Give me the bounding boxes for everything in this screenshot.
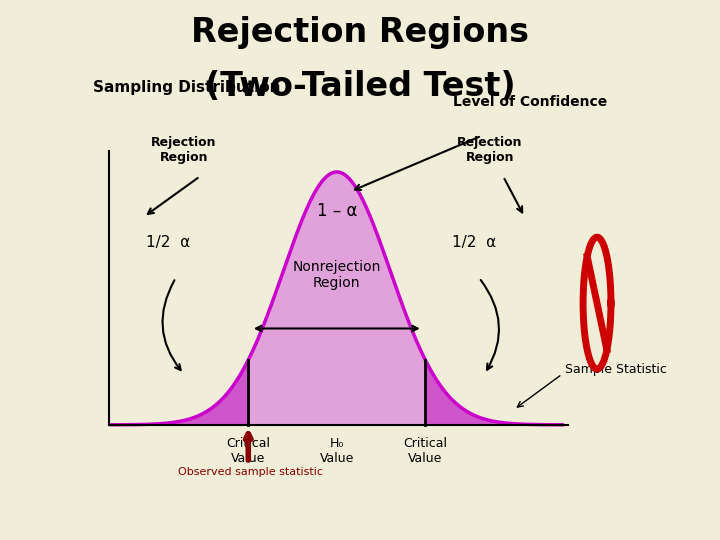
Text: Level of Confidence: Level of Confidence bbox=[453, 95, 607, 109]
Text: 1/2  α: 1/2 α bbox=[452, 235, 496, 249]
Text: Nonrejection
Region: Nonrejection Region bbox=[292, 260, 381, 290]
Text: Rejection
Region: Rejection Region bbox=[151, 136, 217, 164]
Text: Rejection
Region: Rejection Region bbox=[457, 136, 523, 164]
Text: Rejection Regions: Rejection Regions bbox=[191, 16, 529, 49]
Text: 1 – α: 1 – α bbox=[317, 202, 357, 220]
Text: Critical
Value: Critical Value bbox=[226, 437, 270, 465]
Text: Sample Statistic: Sample Statistic bbox=[564, 362, 667, 375]
Text: Observed sample statistic: Observed sample statistic bbox=[179, 467, 323, 477]
Text: (Two-Tailed Test): (Two-Tailed Test) bbox=[204, 70, 516, 103]
Text: Sampling Distribution: Sampling Distribution bbox=[93, 80, 280, 95]
Text: 1/2  α: 1/2 α bbox=[146, 235, 191, 249]
Text: Critical
Value: Critical Value bbox=[403, 437, 447, 465]
Text: H₀
Value: H₀ Value bbox=[320, 437, 354, 465]
